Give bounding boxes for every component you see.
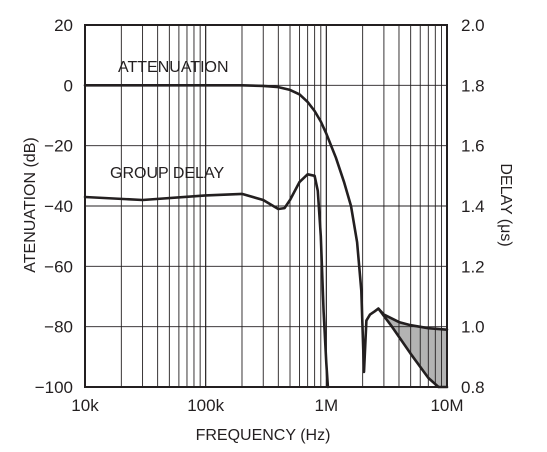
shaded-region [378,308,447,387]
plot-frame [84,24,448,388]
series-line-group-delay [83,173,330,389]
y-right-tick-label: 1.4 [461,197,485,216]
series-line-attenuation-lower-envelope [377,307,449,389]
y-axis-right-title: DELAY (μs) [497,163,514,246]
y-right-tick-label: 0.8 [461,378,485,397]
y-right-tick-label: 2.0 [461,16,485,35]
annotation-attenuation: ATTENUATION [118,59,229,76]
y-left-tick-label: −60 [44,257,73,276]
x-tick-label: 1M [315,396,339,415]
x-tick-label: 100k [187,396,224,415]
x-tick-label: 10k [71,396,99,415]
x-tick-label: 10M [430,396,463,415]
y-left-tick-label: −40 [44,197,73,216]
y-left-tick-label: 20 [54,16,73,35]
y-left-tick-label: −100 [35,378,73,397]
y-right-tick-label: 1.6 [461,137,485,156]
y-left-tick-label: −20 [44,137,73,156]
y-left-tick-label: 0 [64,76,73,95]
grid-layer [85,25,447,387]
annotation-group-delay: GROUP DELAY [110,165,224,182]
y-right-tick-label: 1.0 [461,318,485,337]
series-layer [83,84,449,389]
shaded-region-layer [378,308,447,387]
y-left-tick-label: −80 [44,318,73,337]
y-right-tick-label: 1.8 [461,76,485,95]
x-axis-title: FREQUENCY (Hz) [196,427,331,444]
y-right-tick-label: 1.2 [461,257,485,276]
y-axis-left-title: ATENUATION (dB) [22,137,39,272]
tick-label-layer: 10k 100k 1M 10M 20 0 −20 −40 −60 −80 −100 2.0 1.8 1.6… [35,16,485,415]
